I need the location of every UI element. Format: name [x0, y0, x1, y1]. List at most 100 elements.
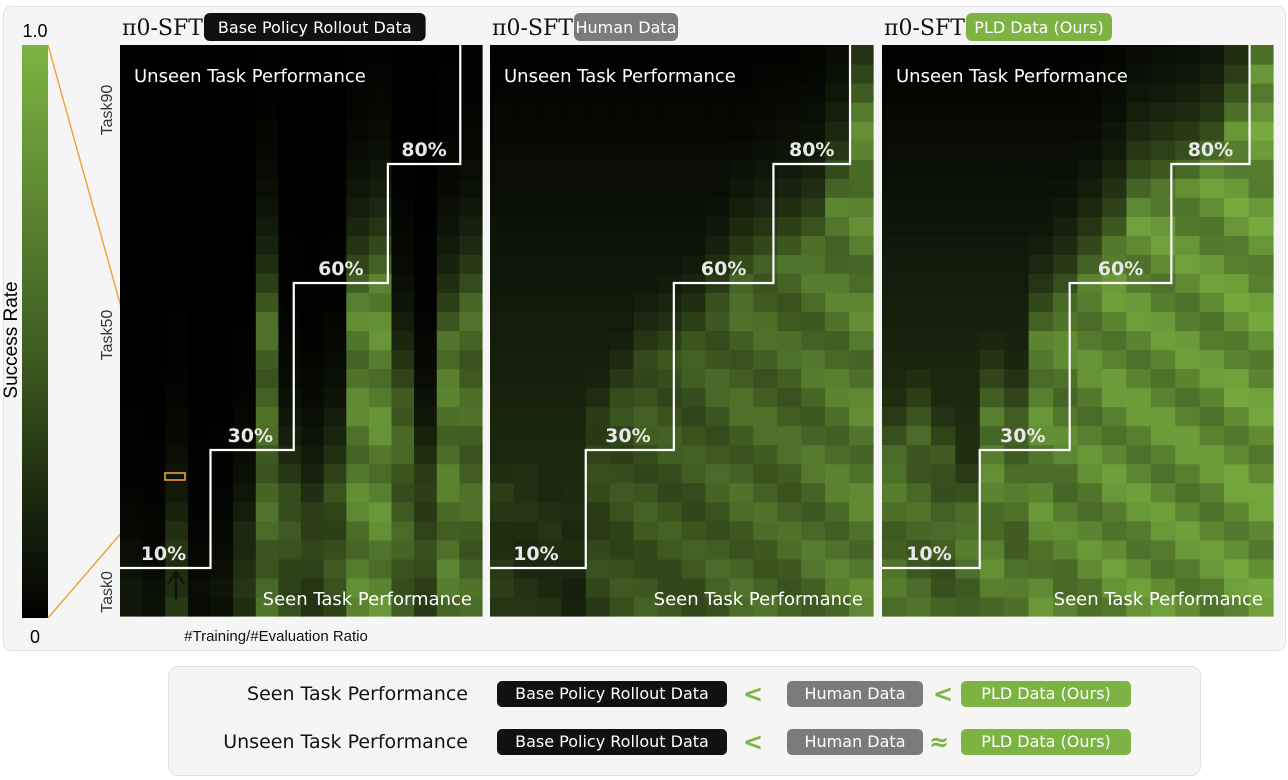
heatmap-cell [1175, 197, 1201, 217]
heatmap-cell [233, 178, 257, 198]
heatmap-cell [346, 349, 370, 370]
heatmap-cell [729, 83, 754, 103]
heatmap-cell [233, 577, 257, 598]
heatmap-cell [906, 45, 932, 65]
heatmap-cell [777, 330, 802, 351]
heatmap-cell [1248, 235, 1274, 255]
heatmap-cell [1101, 482, 1127, 503]
heatmap-cell [323, 292, 347, 312]
heatmap-cell [210, 292, 234, 312]
heatmap-cell [346, 425, 370, 446]
heatmap-cell [368, 368, 393, 389]
heatmap-cell [1150, 501, 1176, 522]
heatmap-cell [801, 349, 826, 370]
heatmap-cell [1004, 140, 1030, 160]
heatmap-cell [979, 444, 1005, 465]
heatmap-cell [233, 102, 257, 122]
heatmap-cell [609, 197, 635, 217]
heatmap-cell [729, 235, 754, 255]
heatmap-cell [278, 558, 302, 579]
heatmap-cell [187, 45, 212, 65]
heatmap-cell [142, 64, 166, 84]
heatmap-cell [187, 159, 212, 179]
heatmap-cell [1053, 539, 1079, 560]
heatmap-cell [753, 501, 778, 522]
heatmap-cell [633, 539, 659, 560]
comparison-legend: Seen Task Performance Base Policy Rollou… [168, 666, 1201, 776]
heatmap-cell [705, 387, 730, 408]
heatmap-cell [705, 102, 730, 122]
heatmap-cell [1028, 197, 1054, 217]
heatmap-cell [1175, 330, 1201, 351]
heatmap-cell [681, 349, 706, 370]
heatmap-cell [561, 197, 587, 217]
heatmap-cell [753, 406, 778, 427]
heatmap-cell [930, 45, 956, 65]
heatmap-cell [681, 83, 706, 103]
heatmap-cell [906, 178, 932, 198]
heatmap-cell [1077, 501, 1103, 522]
heatmap-panel: 10% 30% 60% 80% Unseen Task Performance Seen … [490, 13, 874, 617]
heatmap-cell [537, 102, 563, 122]
heatmap-cell [955, 102, 981, 122]
heatmap-cell [301, 463, 325, 484]
heatmap-cell [1248, 425, 1274, 446]
heatmap-cell [1150, 159, 1176, 179]
heatmap-cell [955, 83, 981, 103]
heatmap-cell [323, 539, 347, 560]
heatmap-cell [537, 292, 563, 312]
heatmap-cell [1126, 425, 1152, 446]
heatmap-cell [301, 64, 325, 84]
heatmap-cell [1126, 159, 1152, 179]
heatmap-cell [233, 463, 257, 484]
legend-operator: ≈ [929, 728, 950, 756]
heatmap-cell [210, 482, 234, 503]
heatmap-cell [849, 235, 874, 255]
heatmap-cell [278, 254, 302, 274]
heatmap-cell [1248, 368, 1274, 389]
unseen-region-label: Unseen Task Performance [134, 66, 366, 87]
heatmap-cell [633, 387, 659, 408]
heatmap-cell [753, 140, 778, 160]
heatmap-cell [346, 539, 370, 560]
heatmap-cell [930, 330, 956, 351]
heatmap-cell [1175, 463, 1201, 484]
heatmap-cell [657, 102, 683, 122]
heatmap-cell [1101, 45, 1127, 65]
heatmap-cell [1150, 577, 1176, 598]
heatmap-cell [165, 597, 189, 617]
heatmap-cell [979, 102, 1005, 122]
heatmap-cell [346, 463, 370, 484]
heatmap-cell [681, 121, 706, 141]
heatmap-cell [1004, 577, 1030, 598]
heatmap-cell [1028, 349, 1054, 370]
heatmap-cell [825, 273, 850, 293]
heatmap-cell [459, 83, 483, 103]
heatmap-cell [142, 216, 166, 236]
heatmap-cell [459, 539, 483, 560]
heatmap-cell [142, 482, 166, 503]
heatmap-cell [849, 311, 874, 332]
heatmap-cell [187, 216, 212, 236]
heatmap-cell [1150, 83, 1176, 103]
heatmap-cell [1126, 292, 1152, 312]
heatmap-cell [391, 159, 415, 179]
heatmap-cell [187, 83, 212, 103]
heatmap-cell [301, 216, 325, 236]
heatmap-cell [368, 83, 393, 103]
heatmap-cell [323, 406, 347, 427]
heatmap-cell [1101, 311, 1127, 332]
heatmap-cell [120, 102, 144, 122]
heatmap-cell [979, 558, 1005, 579]
heatmap-cell [681, 597, 706, 617]
heatmap-cell [825, 178, 850, 198]
heatmap-cell [233, 330, 257, 351]
heatmap-cell [979, 254, 1005, 274]
heatmap-cell [753, 577, 778, 598]
heatmap-cell [657, 558, 683, 579]
heatmap-cell [490, 482, 515, 503]
heatmap-cell [930, 444, 956, 465]
heatmap-cell [1077, 558, 1103, 579]
heatmap-cell [930, 577, 956, 598]
heatmap-cell [705, 444, 730, 465]
